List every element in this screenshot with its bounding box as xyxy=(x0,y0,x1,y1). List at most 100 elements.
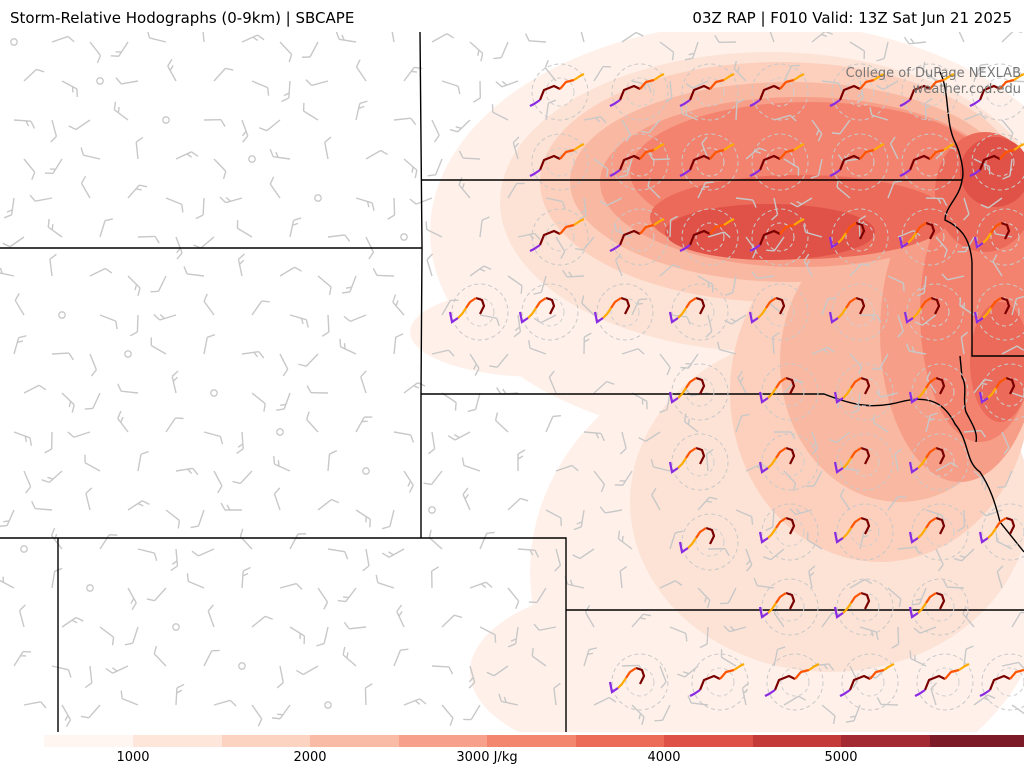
wind-barb-icon xyxy=(545,509,562,527)
wind-barb-icon xyxy=(117,410,129,433)
colorbar-tick: 1000 xyxy=(116,750,150,765)
wind-barb-icon xyxy=(387,197,396,220)
wind-barb-icon xyxy=(828,431,851,444)
wind-barb-icon xyxy=(1011,392,1024,400)
wind-barb-icon xyxy=(2,236,25,248)
wind-barb-icon xyxy=(697,181,714,199)
wind-barb-icon xyxy=(403,470,414,493)
wind-barb-icon xyxy=(699,626,709,649)
wind-barb-icon xyxy=(47,218,63,238)
hodograph-icon xyxy=(758,433,819,491)
wind-barb-icon xyxy=(494,412,509,433)
wind-barb-icon xyxy=(1001,32,1023,43)
hodograph-icon xyxy=(973,208,1024,266)
wind-barb-icon xyxy=(403,158,418,179)
wind-barb-icon xyxy=(23,68,45,82)
wind-barb-icon xyxy=(335,32,357,43)
wind-barb-icon xyxy=(80,704,101,719)
wind-barb-icon xyxy=(507,497,529,511)
wind-barb-icon xyxy=(99,314,118,330)
wind-barb-icon xyxy=(213,699,237,707)
hodograph-icon xyxy=(668,283,729,341)
calm-circle-icon xyxy=(10,38,18,46)
wind-barb-icon xyxy=(13,335,27,355)
wind-barb-icon xyxy=(914,314,937,326)
wind-barb-icon xyxy=(808,565,816,589)
wind-barb-icon xyxy=(720,587,737,605)
calm-circle-icon xyxy=(238,662,246,670)
wind-barb-icon xyxy=(171,370,179,394)
wind-barb-icon xyxy=(441,614,463,628)
hodograph-icon xyxy=(828,208,889,266)
wind-barb-icon xyxy=(175,236,183,260)
calm-circle-icon xyxy=(124,350,132,358)
wind-barb-icon xyxy=(583,332,592,355)
cape-contour xyxy=(960,137,1024,207)
wind-barb-icon xyxy=(259,119,281,132)
wind-barb-icon xyxy=(343,314,367,323)
hodograph-icon xyxy=(758,363,819,421)
wind-barb-icon xyxy=(447,431,471,441)
wind-barb-icon xyxy=(555,464,579,472)
wind-barb-icon xyxy=(61,80,78,98)
wind-barb-icon xyxy=(493,41,509,60)
hodograph-icon xyxy=(758,578,819,636)
wind-barb-icon xyxy=(51,567,63,589)
wind-barb-icon xyxy=(669,215,679,238)
wind-barb-icon xyxy=(531,647,547,667)
colorbar-swatch xyxy=(930,735,1024,747)
wind-barb-icon xyxy=(115,77,139,85)
wind-barb-icon xyxy=(393,431,415,443)
wind-barb-icon xyxy=(680,105,699,121)
wind-barb-icon xyxy=(583,116,607,124)
wind-barb-icon xyxy=(922,61,937,82)
wind-barb-icon xyxy=(316,626,329,647)
hodograph-icon xyxy=(899,133,959,191)
wind-barb-icon xyxy=(289,626,306,645)
wind-barb-icon xyxy=(980,197,1003,209)
wind-barb-icon xyxy=(271,704,291,720)
wind-barb-icon xyxy=(579,197,587,221)
wind-barb-icon xyxy=(935,462,959,472)
wind-barb-icon xyxy=(507,587,520,609)
wind-barb-icon xyxy=(953,548,975,562)
wind-barb-icon xyxy=(621,348,645,355)
wind-barb-icon xyxy=(979,509,1003,517)
wind-barb-icon xyxy=(251,704,263,727)
wind-barb-icon xyxy=(687,695,709,706)
hodograph-icon xyxy=(908,578,969,636)
wind-barb-icon xyxy=(281,80,291,103)
wind-barb-icon xyxy=(441,80,461,95)
wind-barb-icon xyxy=(720,649,737,667)
wind-barb-icon xyxy=(269,148,291,160)
wind-barb-icon xyxy=(305,411,319,433)
wind-barb-icon xyxy=(669,530,684,550)
wind-barb-icon xyxy=(355,100,368,121)
wind-barb-icon xyxy=(839,488,851,511)
wind-barb-icon xyxy=(479,314,500,327)
wind-barb-icon xyxy=(458,177,471,199)
wind-barb-icon xyxy=(14,293,25,316)
wind-barb-icon xyxy=(468,665,476,689)
wind-barb-icon xyxy=(150,275,167,293)
wind-barb-icon xyxy=(963,113,987,121)
wind-barb-icon xyxy=(279,41,293,63)
wind-barb-icon xyxy=(99,218,113,238)
wind-barb-icon xyxy=(935,236,948,258)
wind-barb-icon xyxy=(289,217,302,238)
wind-barb-icon xyxy=(127,275,141,296)
wind-barb-icon xyxy=(203,649,220,667)
wind-barb-icon xyxy=(810,158,823,179)
wind-barb-icon xyxy=(317,587,329,610)
wind-barb-icon xyxy=(251,80,270,96)
wind-barb-icon xyxy=(821,296,836,316)
wind-barb-icon xyxy=(859,626,879,640)
wind-barb-icon xyxy=(811,32,833,43)
wind-barb-icon xyxy=(614,470,633,486)
wind-barb-icon xyxy=(191,548,215,557)
wind-barb-icon xyxy=(887,495,907,511)
credit-url: weather.cod.edu xyxy=(912,82,1021,97)
calm-circle-icon xyxy=(276,428,284,436)
wind-barb-icon xyxy=(431,665,454,675)
wind-barb-icon xyxy=(783,695,806,706)
